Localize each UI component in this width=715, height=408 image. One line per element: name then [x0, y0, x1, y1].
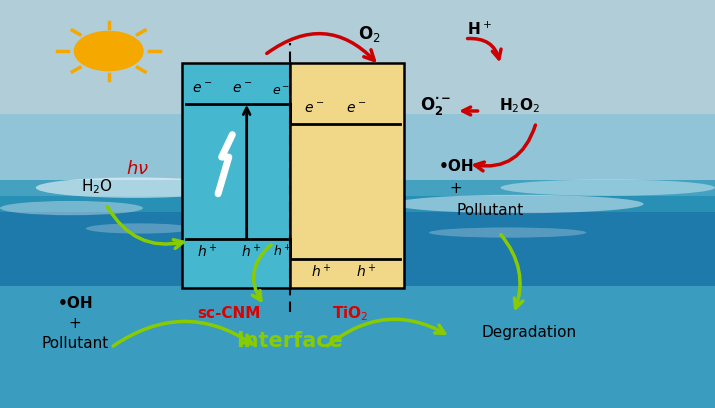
Bar [0, 0, 715, 114]
Ellipse shape [500, 180, 715, 196]
Text: $h^+$: $h^+$ [241, 243, 262, 260]
Text: TiO$_2$: TiO$_2$ [332, 304, 368, 323]
Text: +: + [450, 181, 463, 195]
Ellipse shape [0, 201, 143, 215]
Text: •OH: •OH [57, 296, 93, 311]
Circle shape [74, 31, 143, 71]
Text: •OH: •OH [438, 160, 474, 174]
Bar [0, 180, 715, 212]
Text: $h^+$: $h^+$ [273, 245, 292, 260]
Text: $h^+$: $h^+$ [197, 243, 218, 260]
Bar [0, 286, 715, 408]
Text: H$_2$O$_2$: H$_2$O$_2$ [498, 96, 540, 115]
Text: O$_2$: O$_2$ [358, 24, 380, 44]
Ellipse shape [86, 224, 193, 233]
Text: Pollutant: Pollutant [456, 204, 523, 218]
Text: $e^-$: $e^-$ [192, 82, 212, 95]
Text: Interface: Interface [236, 331, 343, 351]
Text: H$^+$: H$^+$ [467, 20, 491, 38]
Text: $h\nu$: $h\nu$ [126, 160, 149, 178]
Ellipse shape [36, 177, 236, 198]
Bar [0, 196, 715, 294]
Bar [290, 63, 404, 288]
Bar [0, 114, 715, 180]
Ellipse shape [393, 195, 644, 213]
Ellipse shape [429, 228, 586, 237]
Bar [0, 114, 715, 196]
Text: sc-CNM: sc-CNM [197, 306, 260, 321]
Text: $h^+$: $h^+$ [355, 263, 377, 280]
Text: $e^-$: $e^-$ [305, 102, 325, 116]
Text: $e^-$: $e^-$ [272, 85, 290, 98]
Text: H$_2$O: H$_2$O [81, 178, 112, 197]
Text: +: + [69, 317, 82, 331]
Ellipse shape [214, 210, 343, 222]
Text: Degradation: Degradation [481, 325, 577, 339]
Text: Pollutant: Pollutant [41, 336, 109, 350]
Text: $h^+$: $h^+$ [311, 263, 332, 280]
Text: $\mathbf{O_2^{\bullet-}}$: $\mathbf{O_2^{\bullet-}}$ [420, 95, 452, 117]
Bar [182, 63, 290, 288]
Text: $e^-$: $e^-$ [232, 82, 252, 95]
Text: $e^-$: $e^-$ [346, 102, 366, 116]
